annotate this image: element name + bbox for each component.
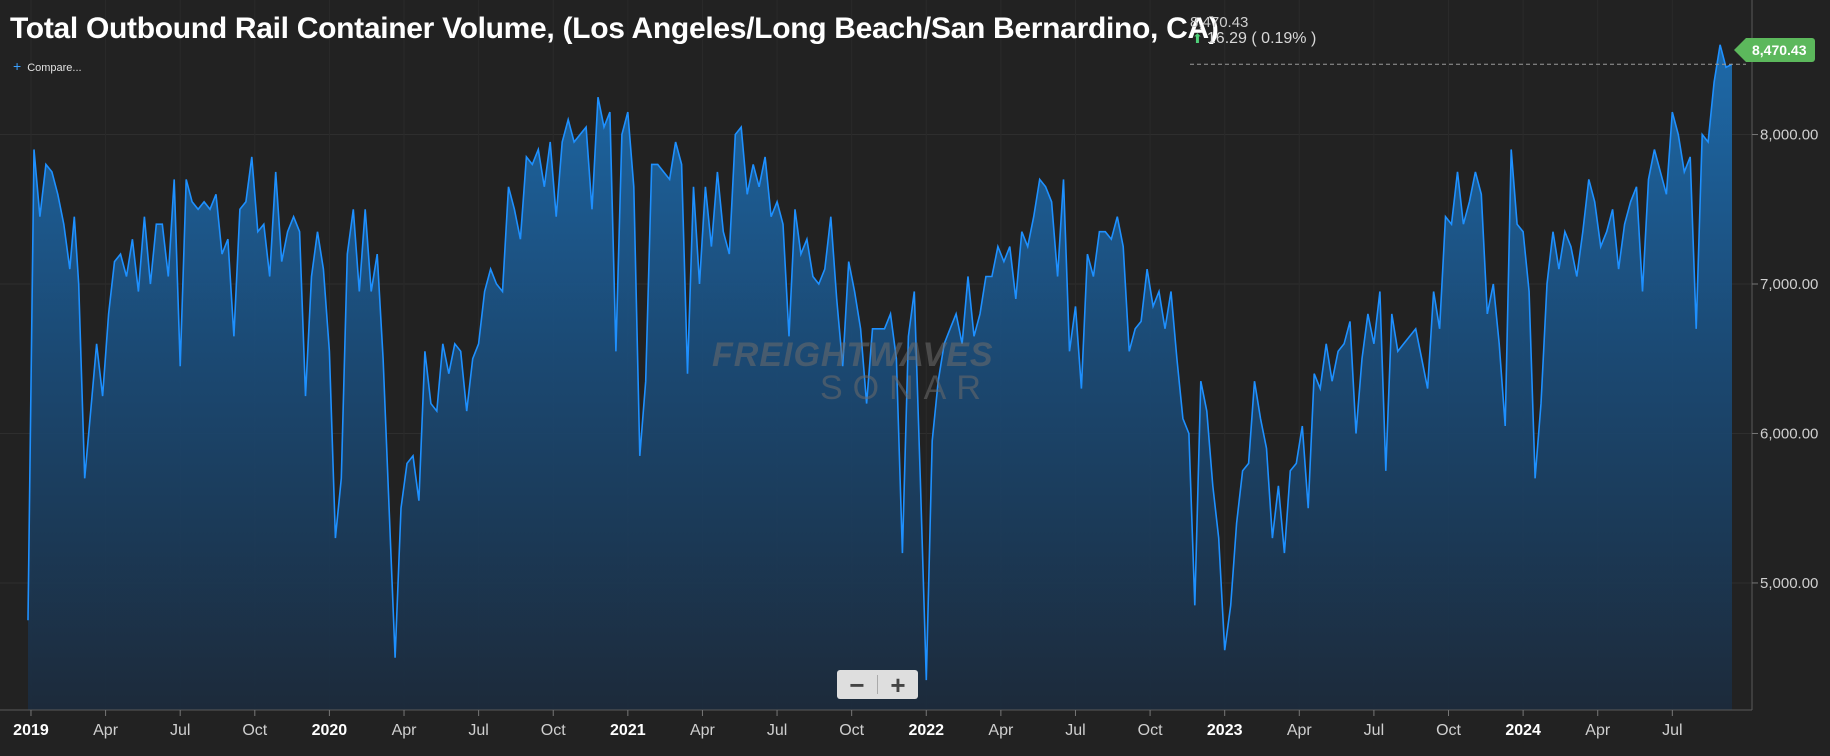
x-tick-label: Apr bbox=[1585, 722, 1611, 739]
x-tick-label: Oct bbox=[242, 722, 267, 739]
area-fill bbox=[28, 44, 1732, 711]
current-price-tag: 8,470.43 bbox=[1734, 38, 1815, 62]
watermark-product: SONAR bbox=[820, 369, 991, 407]
chart-title: Total Outbound Rail Container Volume, (L… bbox=[10, 12, 1219, 45]
y-tick-label: 5,000.00 bbox=[1760, 575, 1818, 592]
x-tick-label: Oct bbox=[1138, 722, 1163, 739]
x-tick-label: Oct bbox=[839, 722, 864, 739]
y-tick-label: 6,000.00 bbox=[1760, 425, 1818, 442]
x-tick-label: Apr bbox=[988, 722, 1014, 739]
x-tick-label: 2019 bbox=[13, 722, 49, 739]
x-tick-label: 2020 bbox=[312, 722, 348, 739]
zoom-divider bbox=[877, 675, 878, 694]
watermark: FREIGHTWAVES SONAR bbox=[712, 336, 994, 408]
y-axis: 5,000.00 6,000.00 7,000.00 8,000.00 bbox=[1752, 127, 1818, 592]
x-axis: 2019 Apr Jul Oct 2020 Apr Jul Oct 2021 Apr Jul Oct 2… bbox=[13, 710, 1683, 739]
y-tick-label: 8,000.00 bbox=[1760, 127, 1818, 144]
x-tick-label: Apr bbox=[690, 722, 716, 739]
x-tick-label: 2021 bbox=[610, 722, 646, 739]
zoom-out-button[interactable]: − bbox=[849, 669, 865, 700]
change-indicator: ⬆ 16.29 ( 0.19% ) bbox=[1192, 30, 1316, 48]
x-tick-label: 2022 bbox=[908, 722, 944, 739]
series-line bbox=[27, 44, 1733, 681]
x-tick-label: 2023 bbox=[1207, 722, 1243, 739]
watermark-brand: FREIGHTWAVES bbox=[712, 336, 994, 374]
plus-icon: + bbox=[13, 58, 22, 74]
x-tick-label: Jul bbox=[1662, 722, 1682, 739]
zoom-in-button[interactable]: + bbox=[890, 669, 906, 700]
x-tick-label: Oct bbox=[1436, 722, 1461, 739]
last-value: 8,470.43 bbox=[1190, 14, 1249, 31]
change-value: 16.29 ( 0.19% ) bbox=[1206, 30, 1317, 47]
x-tick-label: Jul bbox=[1065, 722, 1085, 739]
x-tick-label: Jul bbox=[767, 722, 787, 739]
x-tick-label: Jul bbox=[1364, 722, 1384, 739]
x-tick-label: 2024 bbox=[1505, 722, 1541, 739]
compare-button[interactable]: + Compare... bbox=[13, 58, 82, 74]
x-tick-label: Apr bbox=[1287, 722, 1313, 739]
arrow-up-icon: ⬆ bbox=[1192, 31, 1203, 46]
x-tick-label: Jul bbox=[170, 722, 190, 739]
zoom-controls: − + bbox=[837, 670, 918, 699]
x-tick-label: Oct bbox=[541, 722, 566, 739]
compare-label: Compare... bbox=[27, 62, 82, 74]
x-tick-label: Jul bbox=[468, 722, 488, 739]
y-tick-label: 7,000.00 bbox=[1760, 276, 1818, 293]
x-tick-label: Apr bbox=[392, 722, 418, 739]
x-tick-label: Apr bbox=[93, 722, 119, 739]
